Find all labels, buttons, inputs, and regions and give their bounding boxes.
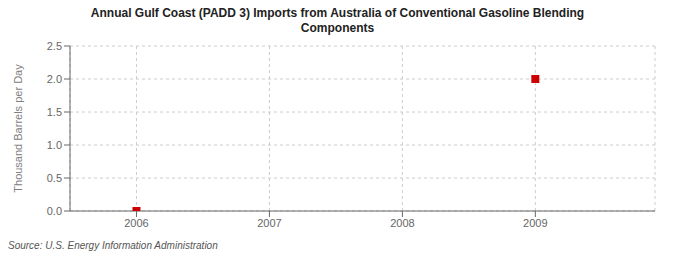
svg-text:0.0: 0.0 [47,205,62,217]
svg-text:2008: 2008 [390,217,414,229]
html-text:Annual Gulf Coast (PADD 3) Imp: Annual Gulf Coast (PADD 3) Imports from … [90,6,585,20]
svg-text:1.0: 1.0 [47,139,62,151]
svg-text:2006: 2006 [124,217,148,229]
svg-text:Thousand Barrels per Day: Thousand Barrels per Day [12,64,24,193]
svg-text:2009: 2009 [523,217,547,229]
html-text:Source: U.S. Energy Informatio: Source: U.S. Energy Information Administ… [8,240,218,251]
svg-text:1.5: 1.5 [47,106,62,118]
svg-text:0.5: 0.5 [47,172,62,184]
html-text:Components: Components [300,21,375,35]
svg-text:2.5: 2.5 [47,40,62,52]
svg-text:2.0: 2.0 [47,73,62,85]
svg-text:2007: 2007 [257,217,281,229]
